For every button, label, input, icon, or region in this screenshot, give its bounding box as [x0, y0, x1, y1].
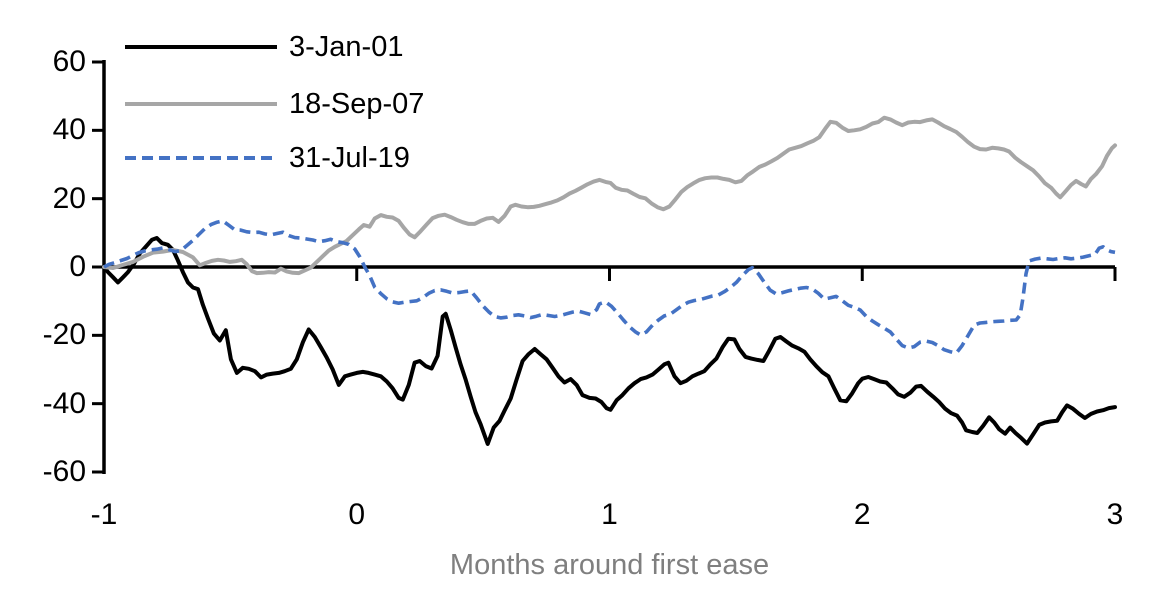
series-line-18-Sep-07 [102, 115, 1117, 276]
legend-line-sample-solid-gray [125, 102, 277, 106]
legend-entry-31-jul-19: 31-Jul-19 [125, 142, 410, 174]
y-tick-label-0: 0 [69, 250, 86, 283]
x-tick-label--1: -1 [90, 498, 118, 531]
series-line-3-Jan-01 [102, 236, 1117, 446]
x-tick-label-3: 3 [1106, 498, 1124, 531]
legend-label: 18-Sep-07 [289, 87, 425, 120]
legend-label: 3-Jan-01 [289, 30, 404, 63]
x-axis-title: Months around first ease [449, 549, 770, 581]
y-tick-label--60: -60 [42, 455, 86, 488]
y-tick-label-20: 20 [52, 181, 86, 215]
legend-entry-3-jan-01: 3-Jan-01 [125, 31, 403, 63]
y-tick-label-60: 60 [52, 45, 86, 78]
legend-label: 31-Jul-19 [289, 141, 410, 174]
y-tick-label--20: -20 [42, 318, 86, 352]
x-tick-label-1: 1 [601, 498, 618, 531]
y-tick-label--40: -40 [42, 386, 86, 420]
legend-line-sample-solid-black [125, 45, 277, 49]
legend-entry-18-sep-07: 18-Sep-07 [125, 88, 424, 120]
legend-line-sample-dashed-blue [125, 156, 277, 160]
series-line-31-Jul-19 [103, 219, 1116, 355]
x-tick-label-2: 2 [853, 498, 871, 531]
x-tick-label-0: 0 [348, 498, 366, 531]
y-tick-label-40: 40 [52, 113, 86, 147]
